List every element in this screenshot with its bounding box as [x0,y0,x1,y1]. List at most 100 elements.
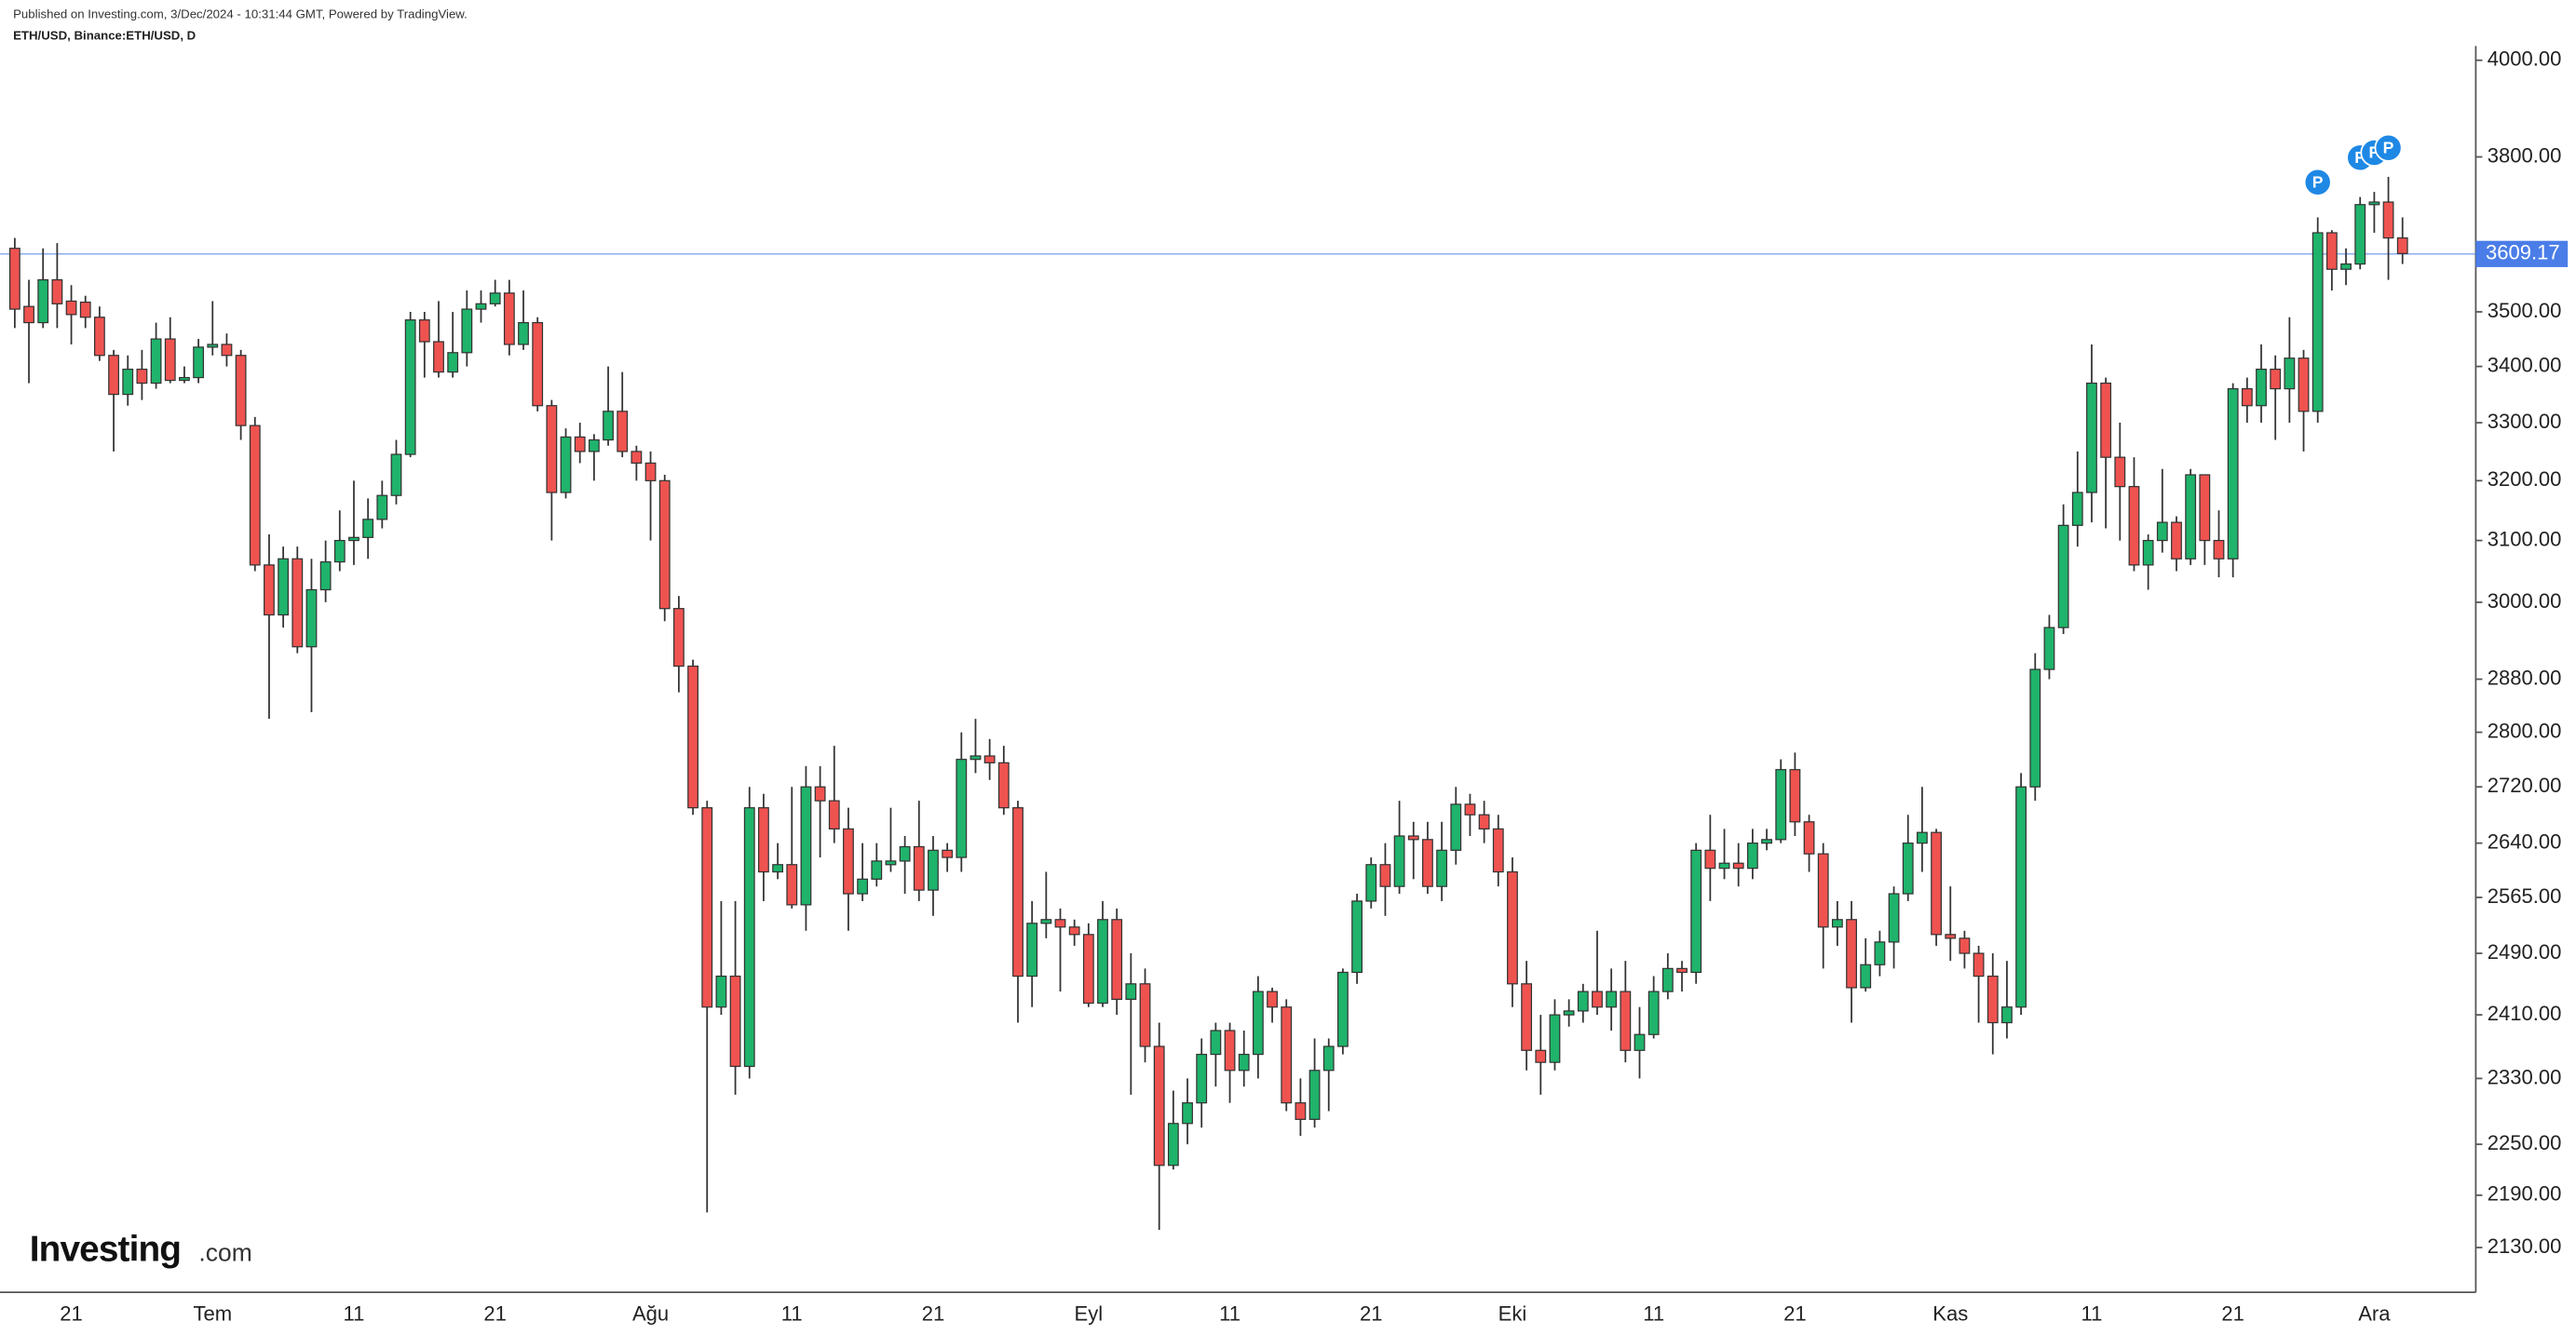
candle-body [207,344,219,348]
y-tick-label: 2410.00 [2488,1002,2562,1025]
candle-body [1026,923,1038,978]
y-tick-label: 2720.00 [2488,774,2562,797]
candle-body [1478,814,1490,829]
candle-body [475,303,487,310]
candle-body [1931,831,1942,936]
candle-body [319,560,332,591]
annotation-label: P [2312,172,2324,191]
candle-body [672,608,685,668]
candle-body [786,864,798,906]
x-tick-label: 11 [1643,1302,1664,1326]
y-tick-label: 2330.00 [2488,1065,2562,1088]
candle-body [305,588,318,648]
candle-body [193,346,205,379]
y-tick-label: 2800.00 [2488,719,2562,742]
last-price-label: 3609.17 [2486,241,2560,264]
candle-body [2001,1006,2013,1024]
candle-body [1436,849,1448,887]
candle-body [701,807,713,1008]
candle-body [603,411,614,441]
candle-body [1690,849,1702,974]
last-price-box [2475,240,2569,267]
logo-brand: Investing [30,1229,181,1269]
x-tick-label: 21 [1360,1302,1383,1326]
candle-body [376,494,388,520]
candle-body [885,860,897,866]
candle-body [164,338,176,382]
candle-body [1831,919,1843,928]
candle-body [899,845,911,862]
x-tick-label: Ağu [632,1302,669,1326]
candle-body [843,828,854,895]
candle-body [1111,919,1123,1001]
candle-body [2213,539,2225,560]
candle-body [743,807,755,1068]
candle-body [1592,991,1603,1008]
candle-body [2015,786,2027,1008]
candle-body [1407,835,1419,841]
candle-body [1704,849,1716,870]
candle-body [1789,769,1801,823]
candle-body [1775,769,1787,841]
candle-body [518,321,529,345]
candle-body [2057,524,2069,628]
candle-body [51,278,63,304]
candle-body [1379,864,1391,887]
candle-body [658,479,671,610]
candle-body [1606,991,1618,1008]
candle-body [93,317,105,357]
candle-body [8,248,20,310]
y-tick-label: 3000.00 [2488,589,2562,613]
y-tick-label: 3500.00 [2488,299,2562,322]
y-tick-label: 3800.00 [2488,143,2562,167]
candle-body [433,341,444,373]
candle-body [1322,1045,1335,1072]
candle-body [1676,967,1688,974]
y-tick-label: 2490.00 [2488,940,2562,964]
candle-body [1647,991,1660,1035]
candle-body [2156,521,2168,542]
candle-body [1308,1070,1321,1120]
candle-body [2071,492,2083,526]
candle-body [758,807,769,873]
candle-body [418,319,430,343]
candle-body [630,451,643,465]
candle-body [1082,934,1094,1005]
candle-body [1365,864,1377,902]
y-tick-label: 3200.00 [2488,467,2562,491]
candle-body [333,539,346,563]
x-tick-label: Ara [2358,1302,2391,1326]
logo-suffix: .com [198,1239,251,1267]
candle-body [108,355,119,396]
candle-body [1097,919,1108,1005]
candle-body [1224,1030,1236,1072]
candle-body [249,425,261,566]
candle-body [390,453,402,496]
candle-body [1012,807,1024,978]
candle-body [37,278,49,324]
candle-body [1492,828,1504,873]
candle-body [489,292,501,304]
candle-body [1661,967,1674,992]
candle-body [1139,983,1151,1047]
candle-body [1450,803,1462,851]
candle-body [2396,236,2408,254]
candle-body [1182,1102,1193,1125]
candle-body [2241,387,2253,407]
candle-body [574,436,586,452]
candle-body [1351,900,1363,974]
candle-body [1521,983,1533,1051]
candle-body [2128,486,2140,566]
x-tick-label: Kas [1932,1302,1968,1326]
candle-body [65,300,77,316]
candle-body [588,438,600,452]
candle-body [800,786,812,906]
candle-body [1210,1030,1222,1056]
candle-body [1917,831,1928,844]
candle-body [23,305,34,324]
candle-body [997,762,1010,809]
candle-body [1125,983,1137,1001]
